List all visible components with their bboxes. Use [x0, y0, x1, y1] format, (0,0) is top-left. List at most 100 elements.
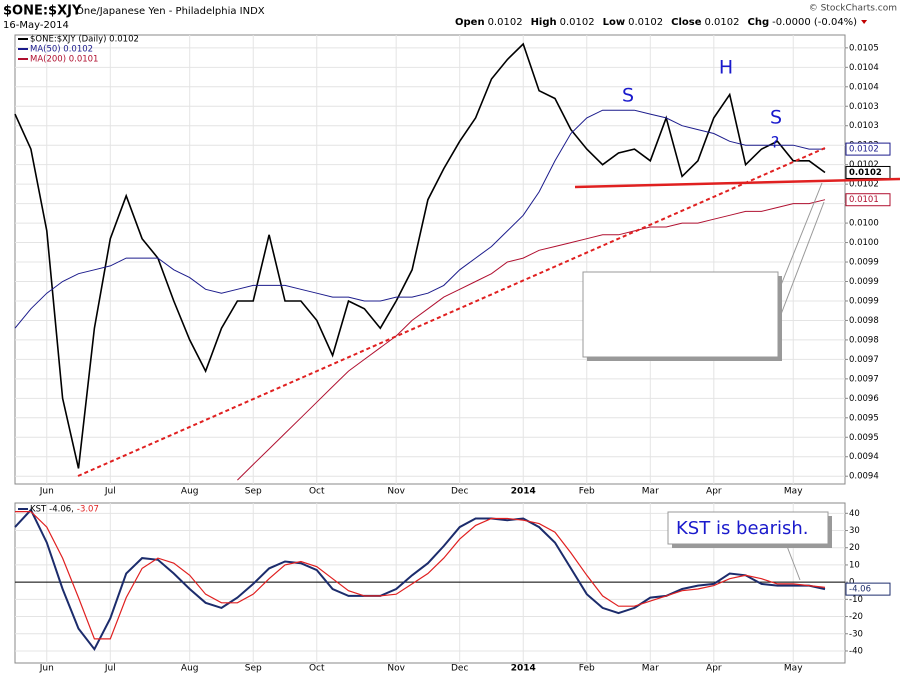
quote-value: 0.0102 [488, 17, 523, 28]
legend-label: MA(50) 0.0102 [30, 45, 93, 55]
x-tick-label: Sep [245, 487, 262, 497]
end-label-box [845, 582, 891, 596]
x-tick-label: Sep [245, 664, 262, 674]
date: 16-May-2014 [3, 20, 69, 31]
legend-title: KST [30, 505, 47, 515]
y-tick-label: -30 [849, 629, 863, 639]
x-tick-label: Oct [309, 664, 325, 674]
x-tick-label: Jun [39, 664, 54, 674]
series-line [14, 508, 826, 652]
series-line [15, 511, 826, 640]
x-tick-label: 2014 [511, 487, 536, 497]
quote-label: Open [455, 17, 485, 28]
x-tick-label: Dec [451, 664, 468, 674]
down-arrow [861, 20, 868, 24]
y-tick-label: -20 [849, 612, 863, 622]
y-tick-label: 0.0096 [849, 394, 879, 404]
x-tick-label: Nov [387, 664, 405, 674]
y-tick-label: 20 [849, 543, 860, 553]
quote-label: High [531, 17, 557, 28]
x-tick-label: May [784, 664, 803, 674]
y-tick-label: 0.0094 [849, 452, 879, 462]
x-tick-label: Mar [642, 487, 659, 497]
x-tick-label: Jun [39, 487, 54, 497]
end-label: -4.06 [849, 585, 871, 595]
symbol: $ONE:$XJY [3, 4, 82, 19]
x-tick-label: Mar [642, 664, 659, 674]
x-tick-label: Dec [451, 487, 468, 497]
y-tick-label: 0.0097 [849, 374, 879, 384]
x-tick-label: Feb [579, 487, 595, 497]
legend-label: $ONE:$XJY (Daily) 0.0102 [30, 35, 139, 45]
legend-label: -3.07 [77, 505, 99, 515]
series-line [14, 109, 825, 329]
x-tick-label: Jul [104, 664, 116, 674]
end-label-box [845, 142, 891, 156]
y-tick-label: 0.0103 [849, 121, 879, 131]
y-tick-label: 0.0095 [849, 433, 879, 443]
pattern-label: S [770, 107, 782, 129]
pattern-label: H [719, 57, 733, 79]
price-panel [14, 34, 846, 485]
callout-pointer [774, 201, 825, 331]
kst-panel [14, 502, 846, 664]
y-tick-label: 0.0094 [849, 472, 879, 482]
x-tick-label: Apr [706, 487, 722, 497]
end-label: 0.0102 [849, 168, 882, 178]
callout-box [667, 511, 829, 545]
y-tick-label: 0.0104 [849, 82, 879, 92]
pattern-label: ? [771, 133, 780, 152]
y-tick-label: 0.0097 [849, 355, 879, 365]
end-label: 0.0102 [849, 145, 879, 155]
y-tick-label: 0.0102 [849, 160, 879, 170]
x-tick-label: Aug [181, 487, 199, 497]
quote-label: Chg [748, 17, 770, 28]
x-tick-label: Oct [309, 487, 325, 497]
x-tick-label: Aug [181, 664, 199, 674]
kst-callout: KST is bearish. [676, 518, 809, 539]
instrument-name: One/Japanese Yen - Philadelphia INDX [76, 6, 265, 17]
x-tick-label: 2014 [511, 664, 536, 674]
y-tick-label: 40 [849, 509, 860, 519]
y-tick-label: 10 [849, 560, 860, 570]
y-tick-label: -10 [849, 595, 863, 605]
y-tick-label: 0.0102 [849, 180, 879, 190]
y-tick-label: 0.0105 [849, 43, 879, 53]
y-tick-label: 0.0103 [849, 102, 879, 112]
y-tick-label: 0.0100 [849, 219, 879, 229]
end-label-box [845, 165, 891, 179]
quote-value: 0.0102 [628, 17, 663, 28]
y-tick-label: 0.0099 [849, 277, 879, 287]
y-tick-label: 0.0098 [849, 335, 879, 345]
y-tick-label: -40 [849, 646, 863, 656]
y-tick-label: 30 [849, 526, 860, 536]
x-tick-label: Feb [579, 664, 595, 674]
callout-box [582, 271, 779, 358]
neckline [574, 177, 900, 189]
quote-label: Low [603, 17, 625, 28]
y-tick-label: 0.0099 [849, 296, 879, 306]
series-line [237, 199, 826, 481]
pattern-label: S [622, 85, 634, 107]
y-tick-label: 0.0099 [849, 258, 879, 268]
trend-line [77, 147, 826, 477]
quote-label: Close [671, 17, 702, 28]
legend-label: MA(200) 0.0101 [30, 55, 98, 65]
quote-value: -0.0000 (-0.04%) [772, 17, 857, 28]
copyright: © StockCharts.com [809, 4, 897, 14]
x-tick-label: May [784, 487, 803, 497]
end-label: 0.0101 [849, 195, 879, 205]
quote-value: 0.0102 [560, 17, 595, 28]
x-tick-label: Nov [387, 487, 405, 497]
y-tick-label: 0.0104 [849, 63, 879, 73]
x-tick-label: Apr [706, 664, 722, 674]
series-line [14, 42, 826, 469]
y-tick-label: 0.0095 [849, 413, 879, 423]
quote-value: 0.0102 [705, 17, 740, 28]
y-tick-label: 0.0100 [849, 238, 879, 248]
callout-pointer [774, 182, 823, 301]
y-tick-label: 0.0098 [849, 316, 879, 326]
end-label-box [845, 193, 891, 207]
x-tick-label: Jul [104, 487, 116, 497]
legend-label: -4.06, [49, 505, 74, 515]
